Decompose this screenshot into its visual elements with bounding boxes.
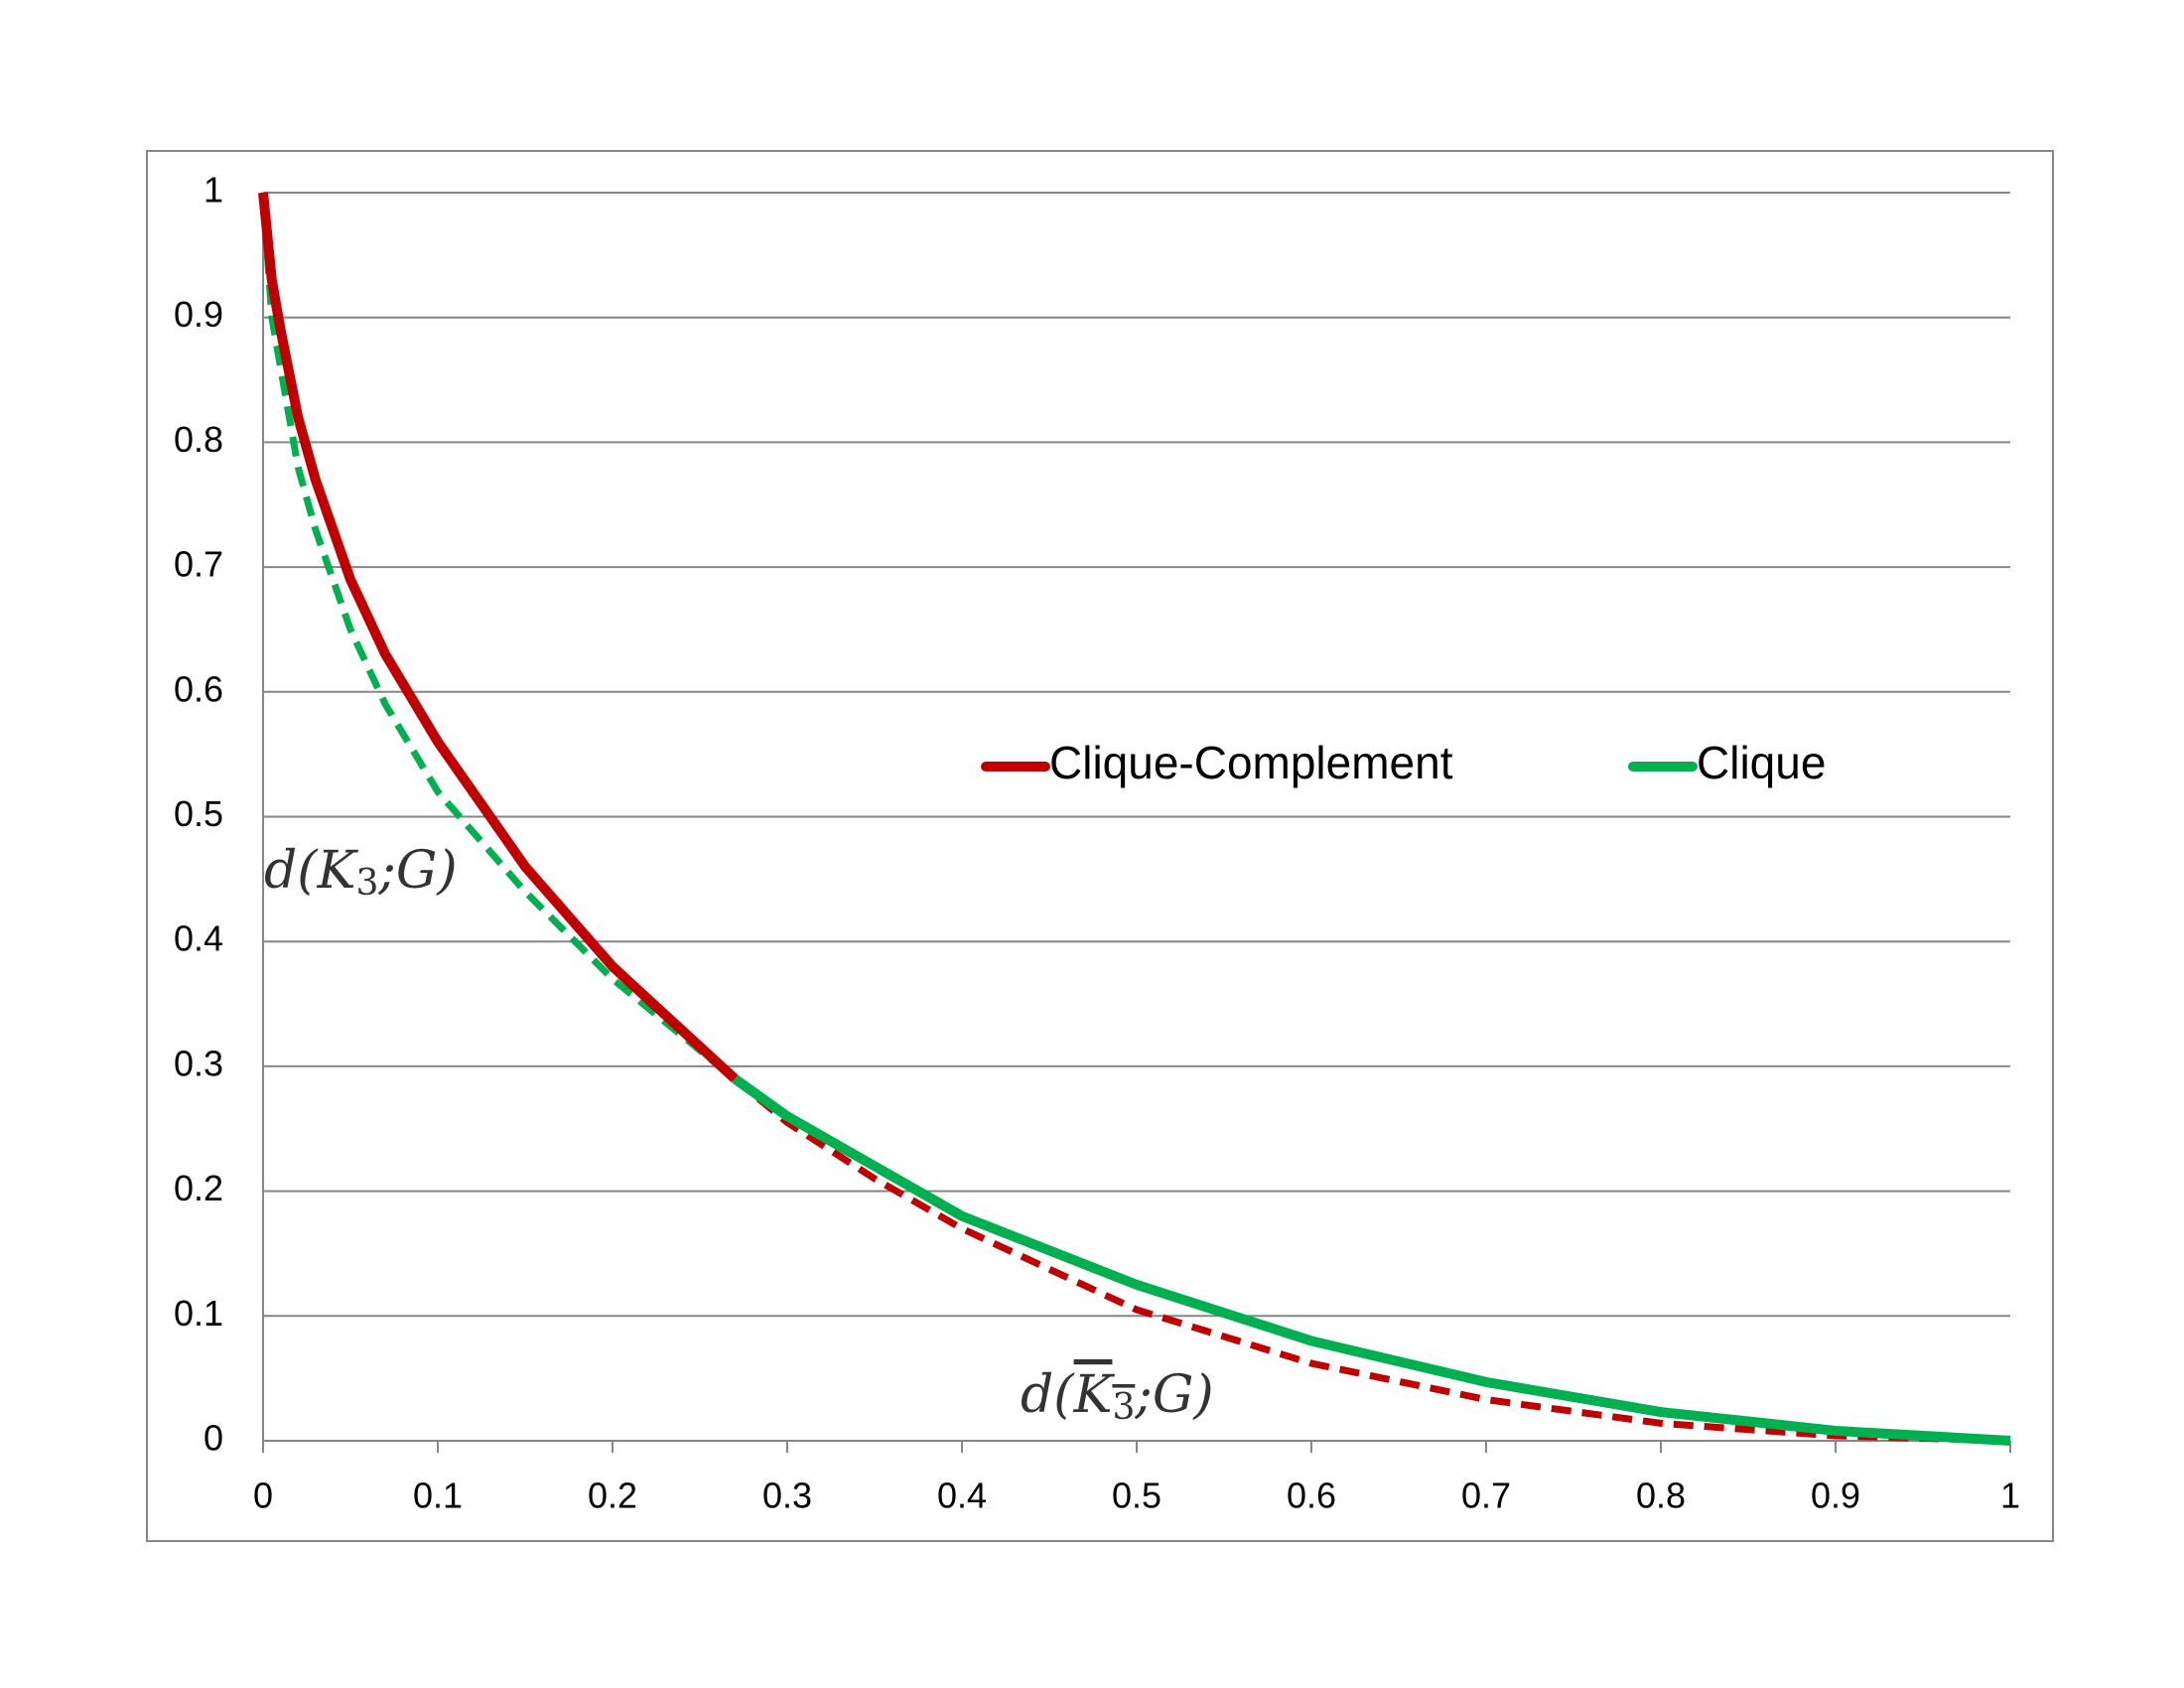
- x-tick-label: 0.3: [762, 1476, 812, 1516]
- x-tick-label: 0.6: [1287, 1476, 1336, 1516]
- x-tick-label: 0.8: [1636, 1476, 1686, 1516]
- legend-label: Clique-Complement: [1049, 737, 1453, 788]
- x-tick-label: 0.5: [1112, 1476, 1161, 1516]
- y-tick-label: 0.6: [174, 668, 223, 709]
- line: [258, 192, 739, 1083]
- annotation-part: ;G): [377, 841, 457, 901]
- y-tick-label: 0.8: [174, 419, 223, 460]
- annotation-part: K: [1073, 1365, 1116, 1425]
- dashed-line: [732, 1075, 2011, 1445]
- y-tick-label: 0.2: [174, 1168, 223, 1208]
- annotation-part: d(: [1021, 1365, 1075, 1425]
- x-tick-label: 0.1: [413, 1476, 463, 1516]
- annotation-part: ;G): [1134, 1365, 1213, 1425]
- x-tick-label: 0.9: [1811, 1476, 1860, 1516]
- x-tick-label: 1: [2000, 1476, 2020, 1516]
- dashed-line: [259, 192, 738, 1082]
- annotation: d(K3;G): [264, 841, 458, 905]
- x-tick-label: 0.2: [588, 1476, 637, 1516]
- legend-label: Clique: [1697, 737, 1826, 788]
- line: [732, 1074, 2011, 1446]
- y-tick-label: 0.4: [174, 918, 223, 959]
- y-tick-label: 0.9: [174, 294, 223, 335]
- annotation-part: d(: [264, 841, 319, 901]
- x-tick-label: 0: [253, 1476, 273, 1516]
- y-tick-label: 0.7: [174, 544, 223, 585]
- y-tick-label: 1: [204, 170, 223, 211]
- x-tick-label: 0.4: [937, 1476, 987, 1516]
- y-tick-label: 0.1: [174, 1293, 223, 1334]
- x-tick-label: 0.7: [1461, 1476, 1511, 1516]
- y-tick-label: 0.5: [174, 793, 223, 834]
- annotation-part: K: [317, 841, 359, 901]
- annotation-subscript: 3: [355, 863, 378, 904]
- annotation: d(K3;G): [1021, 1365, 1214, 1429]
- annotation-subscript: 3: [1112, 1387, 1135, 1428]
- y-tick-label: 0: [204, 1418, 223, 1459]
- y-tick-label: 0.3: [174, 1043, 223, 1083]
- chart-frame: [146, 150, 2054, 1542]
